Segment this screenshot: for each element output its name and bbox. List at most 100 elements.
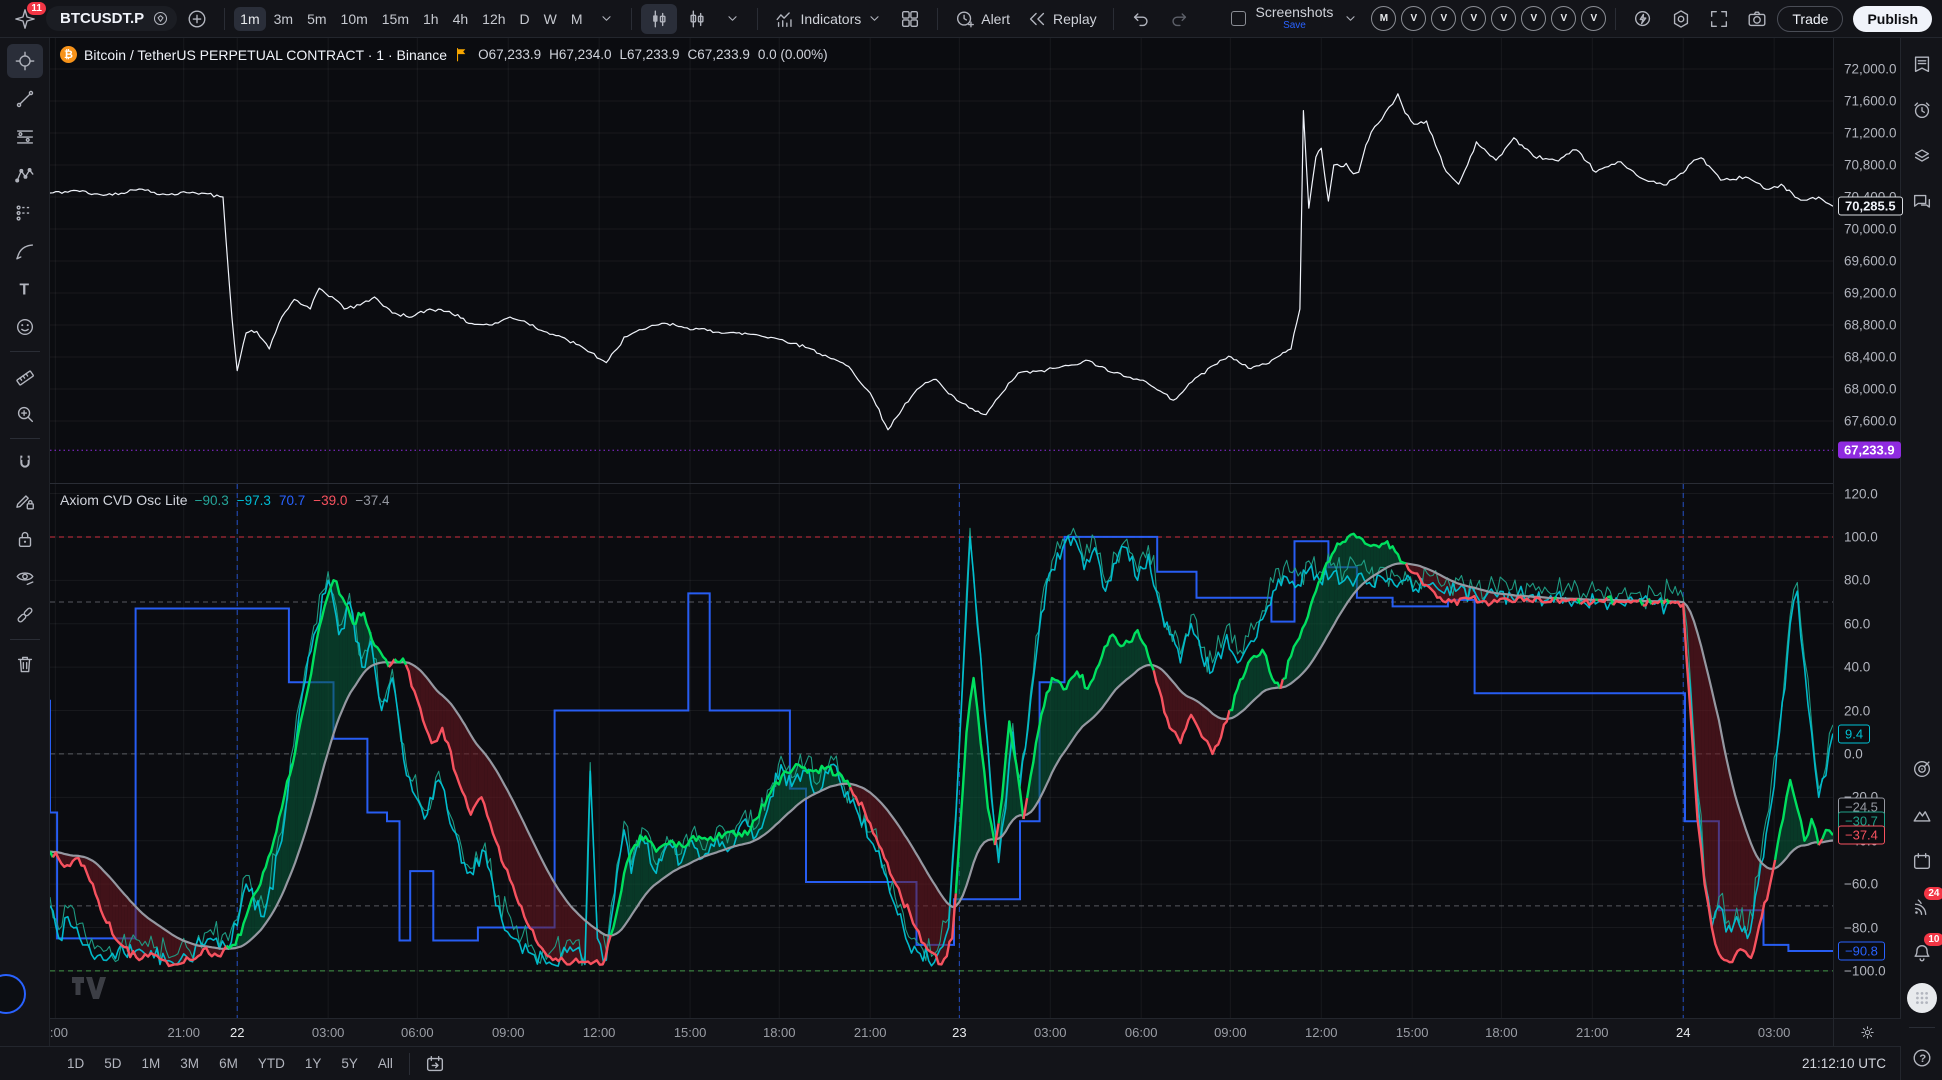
- price-pane-plot[interactable]: [50, 38, 1833, 483]
- time-axis-settings[interactable]: [1834, 1018, 1901, 1046]
- forecast-tool[interactable]: [7, 196, 43, 230]
- sidebar-notifications-bell-button[interactable]: 10: [1906, 933, 1942, 969]
- range-6M[interactable]: 6M: [219, 1056, 238, 1071]
- compare-add-button[interactable]: [179, 4, 215, 34]
- fib-lines-tool[interactable]: [7, 120, 43, 154]
- clock-utc[interactable]: 21:12:10 UTC: [1801, 1056, 1886, 1071]
- avatar[interactable]: V: [1521, 6, 1547, 31]
- time-label: 21:00: [1576, 1025, 1609, 1040]
- timeframe-D[interactable]: D: [519, 10, 530, 27]
- toolbar-divider: [224, 7, 226, 30]
- chart-type-candles-button[interactable]: [640, 3, 677, 34]
- timeframe-12h[interactable]: 12h: [482, 10, 506, 27]
- sidebar-chat-button[interactable]: [1906, 186, 1938, 218]
- link-tool[interactable]: [7, 598, 43, 632]
- range-5Y[interactable]: 5Y: [341, 1056, 358, 1071]
- timeframe-1m[interactable]: 1m: [234, 6, 266, 31]
- draw-lock-tool[interactable]: [7, 484, 43, 518]
- timeframe-3m[interactable]: 3m: [273, 10, 294, 27]
- redo-button[interactable]: [1161, 4, 1197, 34]
- snapshot-camera-button[interactable]: [1739, 4, 1775, 34]
- indicators-button[interactable]: Indicators: [767, 4, 891, 34]
- chart-type-menu-button[interactable]: [717, 6, 748, 31]
- avatar[interactable]: V: [1551, 6, 1577, 31]
- screenshots-checkbox[interactable]: [1230, 11, 1246, 26]
- timeframe-W[interactable]: W: [543, 10, 557, 27]
- sidebar-ideas-button[interactable]: [1906, 799, 1938, 831]
- hide-drawings-tool[interactable]: [7, 560, 43, 594]
- price-axis[interactable]: 72,000.071,600.071,200.070,800.070,400.0…: [1833, 38, 1903, 1046]
- sidebar-calendar-button[interactable]: [1906, 845, 1938, 877]
- range-5D[interactable]: 5D: [104, 1056, 122, 1071]
- fullscreen-button[interactable]: [1701, 4, 1737, 34]
- range-3M[interactable]: 3M: [180, 1056, 200, 1071]
- crosshair-tool[interactable]: [6, 44, 43, 78]
- emoji-tool[interactable]: [7, 310, 43, 344]
- screenshots-button[interactable]: Screenshots Save: [1256, 5, 1334, 32]
- magnet-tool[interactable]: [7, 446, 43, 480]
- avatar[interactable]: V: [1581, 6, 1607, 31]
- timeframe-15m[interactable]: 15m: [381, 10, 409, 27]
- zoom-in-tool[interactable]: [7, 397, 43, 431]
- avatar[interactable]: V: [1491, 6, 1517, 31]
- ruler-tool[interactable]: [7, 359, 43, 393]
- indicator-value: 70.7: [278, 492, 306, 508]
- range-1M[interactable]: 1M: [141, 1056, 161, 1071]
- timeframe-menu-button[interactable]: [591, 6, 622, 31]
- range-1D[interactable]: 1D: [67, 1056, 85, 1071]
- alert-button[interactable]: Alert: [947, 4, 1017, 34]
- avatar[interactable]: V: [1461, 6, 1487, 31]
- timeframe-10m[interactable]: 10m: [340, 10, 368, 27]
- indicator-legend[interactable]: Axiom CVD Osc Lite −90.3 −97.3 70.7 −39.0 −3…: [60, 492, 390, 508]
- sidebar-news-broadcast-button[interactable]: 24: [1906, 887, 1942, 923]
- indicator-pane-plot[interactable]: [50, 484, 1833, 1018]
- range-1Y[interactable]: 1Y: [304, 1056, 322, 1071]
- chart-area[interactable]: ₿ Bitcoin / TetherUS PERPETUAL CONTRACT …: [50, 38, 1833, 1046]
- ruler-icon: [14, 365, 36, 387]
- lock-tool[interactable]: [7, 522, 43, 556]
- indicator-templates-button[interactable]: [892, 4, 928, 34]
- go-to-date-button[interactable]: [417, 1049, 453, 1079]
- settings-button[interactable]: [1663, 4, 1699, 34]
- trade-button[interactable]: Trade: [1777, 5, 1844, 32]
- chart-type-hollow-button[interactable]: [679, 4, 715, 34]
- xabcd-pattern-tool[interactable]: [7, 158, 43, 192]
- brush-tool[interactable]: [7, 234, 43, 268]
- price-pane-legend[interactable]: ₿ Bitcoin / TetherUS PERPETUAL CONTRACT …: [60, 46, 828, 63]
- timeframe-M[interactable]: M: [570, 10, 583, 27]
- sidebar-apps-grid-button[interactable]: [1906, 983, 1937, 1013]
- range-YTD[interactable]: YTD: [257, 1056, 285, 1071]
- time-label: 12:00: [582, 1025, 616, 1040]
- publish-button[interactable]: Publish: [1853, 5, 1932, 32]
- sidebar-object-tree-button[interactable]: [1906, 140, 1938, 172]
- flag-icon[interactable]: [454, 46, 471, 63]
- avatar[interactable]: M: [1371, 6, 1397, 31]
- range-All[interactable]: All: [377, 1056, 393, 1071]
- toolbar-divider: [9, 438, 40, 439]
- indicator-tick-label: 100.0: [1844, 529, 1878, 545]
- avatar[interactable]: V: [1401, 6, 1427, 31]
- text-tool[interactable]: T: [7, 272, 43, 306]
- avatar[interactable]: V: [1431, 6, 1457, 31]
- screenshots-menu-button[interactable]: [1335, 6, 1366, 31]
- sidebar-screener-radar-button[interactable]: [1906, 753, 1938, 785]
- undo-button[interactable]: [1123, 4, 1159, 34]
- pane-separator[interactable]: [50, 483, 1833, 484]
- time-axis[interactable]: 8:00 21:00 22 03:00 06:00 09:00 12:00 15:00 18:0…: [50, 1018, 1833, 1046]
- tradingview-logo[interactable]: 11: [6, 1, 46, 34]
- symbol-search-button[interactable]: BTCUSDT.P: [46, 6, 178, 31]
- timeframe-1h[interactable]: 1h: [423, 10, 439, 27]
- sidebar-watchlist-button[interactable]: [1906, 48, 1938, 80]
- replay-button[interactable]: Replay: [1019, 4, 1104, 34]
- sidebar-help-button[interactable]: ?: [1906, 1042, 1938, 1074]
- timeframe-5m[interactable]: 5m: [307, 10, 327, 27]
- time-label: 15:00: [1395, 1025, 1429, 1040]
- sidebar-alerts-clock-button[interactable]: [1906, 94, 1938, 126]
- timeframe-4h[interactable]: 4h: [452, 10, 469, 27]
- screener-radar-icon: [1911, 758, 1933, 780]
- time-label-day: 23: [952, 1025, 967, 1040]
- trash-tool[interactable]: [7, 647, 43, 681]
- trend-line-tool[interactable]: [7, 82, 43, 116]
- quick-search-button[interactable]: [1625, 4, 1661, 34]
